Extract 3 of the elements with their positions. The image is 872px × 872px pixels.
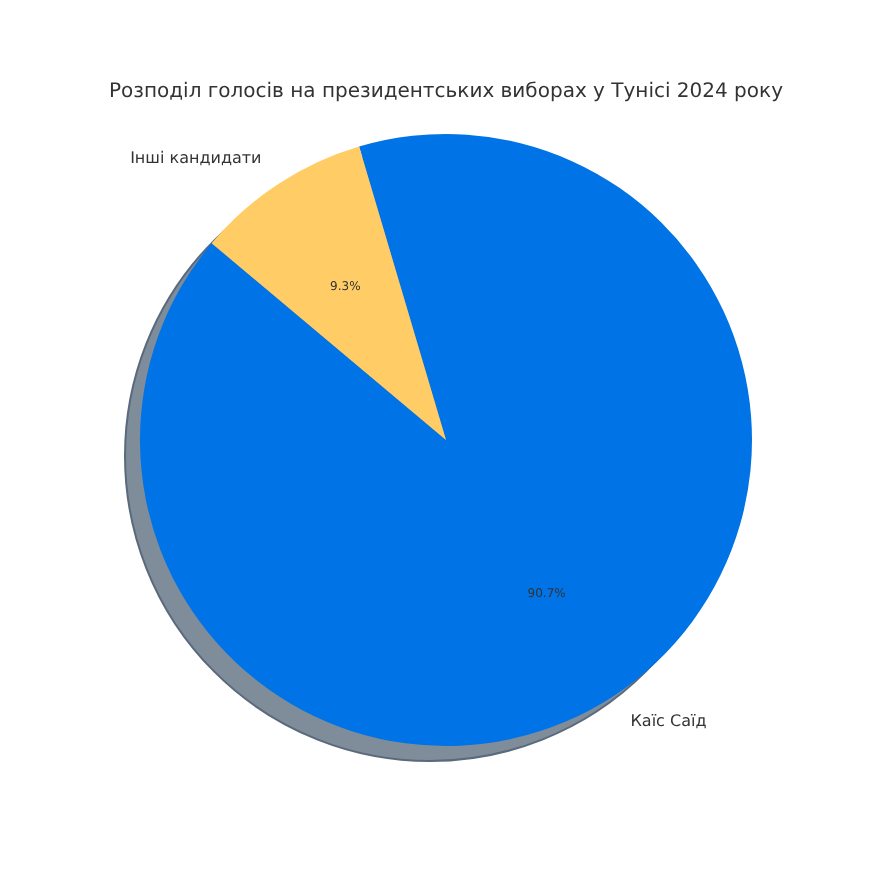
chart-title: Розподіл голосів на президентських виборах у Тунісі 2024 року (109, 81, 784, 104)
slice-label: Каїс Саїд (630, 711, 708, 730)
slice-label: Інші кандидати (130, 148, 262, 167)
